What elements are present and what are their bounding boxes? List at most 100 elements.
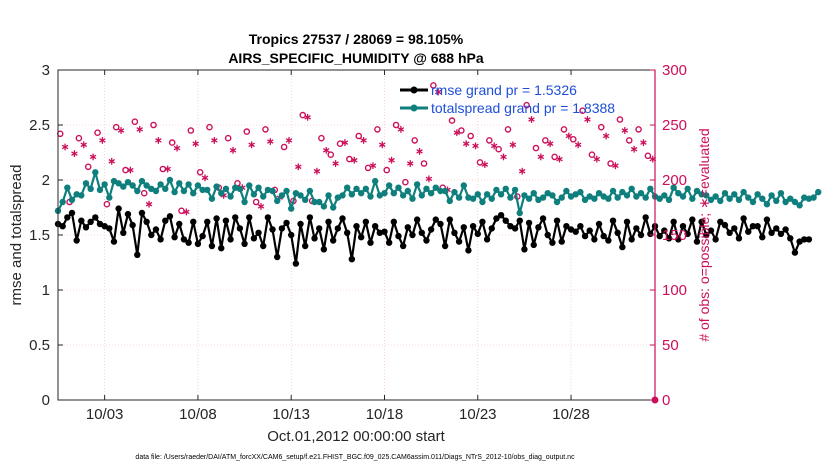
totalspread-point [152,187,160,195]
totalspread-point [763,201,771,208]
possible-marker [411,137,419,144]
possible-marker [551,153,558,161]
rmse-point [250,235,258,242]
possible-marker [486,137,493,144]
totalspread-point [157,181,164,188]
y-axis-label: rmse and totalspread [8,165,25,306]
rmse-point [143,218,150,225]
possible-marker [597,123,605,131]
possible-marker [467,132,474,140]
rmse-point [544,231,551,239]
totalspread-point [460,182,467,189]
rmse-point [805,236,813,243]
totalspread-point [204,186,211,194]
rmse-point [185,239,192,246]
rmse-point [521,246,528,253]
y-tick-label: 1 [42,282,50,299]
rmse-point [255,229,262,236]
rmse-point [134,251,141,258]
rmse-point [367,239,374,246]
rmse-point [502,217,509,224]
possible-marker [262,126,269,133]
evaluated-marker [602,132,610,140]
rmse-point [684,230,691,238]
totalspread-point [810,194,817,201]
evaluated-marker [229,146,237,154]
y-tick-label: 3 [42,62,50,79]
evaluated-marker [528,116,535,123]
rmse-point [460,224,467,231]
rmse-point [553,217,561,224]
rmse-point [260,242,267,250]
legend-spread-marker [410,104,418,112]
evaluated-marker [323,146,330,154]
rmse-point [68,209,76,217]
rmse-point [698,218,705,225]
rmse-point [689,216,696,223]
evaluated-marker [136,126,143,133]
rmse-point [129,221,136,229]
rmse-point [726,229,733,236]
evaluated-marker [71,150,78,157]
totalspread-point [288,205,295,212]
possible-marker [224,134,232,142]
totalspread-point [679,193,687,200]
totalspread-point [539,194,547,201]
rmse-point [656,232,663,240]
totalspread-point [348,191,356,198]
rmse-point [348,256,356,263]
evaluated-marker [332,160,339,167]
evaluated-marker [192,140,199,148]
possible-marker [542,137,549,144]
evaluated-marker [378,141,386,149]
y-tick-label: 0 [42,392,50,409]
rmse-point [563,223,570,230]
rmse-point [106,225,113,232]
totalspread-point [124,179,132,186]
rmse-point [180,236,188,243]
totalspread-point [656,195,663,202]
possible-marker [635,126,642,133]
evaluated-marker [416,148,423,155]
totalspread-point [633,193,640,200]
rmse-point [283,219,290,227]
y-axis-right-label: # of obs: o=possible; ∗=evaluated [696,128,712,341]
totalspread-point [577,188,584,196]
rmse-point [232,214,239,221]
rmse-point [115,205,122,212]
rmse-point [469,223,477,230]
evaluated-marker [565,132,573,140]
totalspread-point [684,185,691,192]
possible-marker [523,101,530,109]
possible-marker [131,118,139,125]
series-possible [56,82,652,215]
possible-marker [625,137,633,144]
totalspread-point [507,194,514,201]
totalspread-point [241,198,248,206]
possible-marker [504,126,512,133]
rmse-point [623,218,631,225]
totalspread-point [787,195,794,202]
totalspread-point [605,195,612,202]
possible-marker [112,123,120,131]
rmse-point [446,216,453,223]
evaluated-marker [388,156,395,164]
evaluated-marker [285,137,293,144]
x-tick-label: 10/08 [179,406,217,423]
evaluated-marker [509,141,517,149]
totalspread-point [218,190,225,197]
totalspread-point [255,184,262,191]
totalspread-point [661,192,668,199]
rmse-point [558,238,565,245]
rmse-point [92,214,99,221]
rmse-point [647,230,654,238]
possible-marker [374,126,381,133]
y-right-tick-label: 300 [662,62,687,79]
totalspread-point [283,187,290,195]
y-tick-label: 2 [42,172,50,189]
rmse-point [493,215,500,222]
rmse-point [679,223,687,230]
possible-marker [532,144,540,152]
evaluated-marker [621,127,629,134]
series-rmse [54,205,813,267]
